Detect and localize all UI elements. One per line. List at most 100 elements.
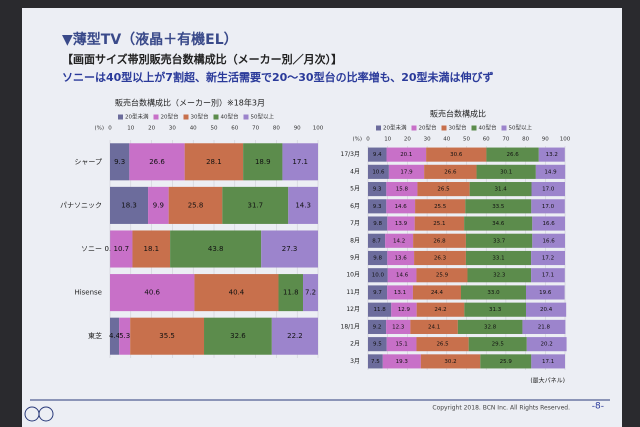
bar-segment <box>416 268 468 283</box>
x-tick-label: 20 <box>404 137 411 143</box>
bar-segment <box>194 274 279 312</box>
data-label: 17.1 <box>542 359 554 365</box>
note: (最大パネル) <box>530 377 565 385</box>
y-tick-label: シャープ <box>74 158 102 166</box>
heading: ▼薄型TV（液晶＋有機EL） <box>62 31 238 48</box>
bar-segment <box>288 186 318 224</box>
data-label: 26.6 <box>444 169 457 175</box>
bar-segment <box>426 147 487 162</box>
legend-swatch <box>213 114 219 120</box>
data-label: 17.0 <box>542 204 555 210</box>
data-label: 31.4 <box>494 187 507 193</box>
y-tick-label: 8月 <box>350 237 360 244</box>
data-label: 29.5 <box>492 342 505 348</box>
bar-segment <box>415 199 466 214</box>
data-label: 20.2 <box>541 342 553 348</box>
data-label: 32.3 <box>493 273 506 279</box>
bar-segment <box>535 164 566 179</box>
y-tick-label: 12月 <box>346 306 360 313</box>
y-tick-label: 17/3月 <box>341 151 360 158</box>
y-tick-label: 6月 <box>350 203 360 210</box>
bar-segment <box>457 319 523 334</box>
data-label: 11.8 <box>373 307 386 313</box>
data-label: 9.3 <box>373 204 382 210</box>
legend-label: 20型台 <box>419 124 437 132</box>
bar-segment <box>386 147 427 162</box>
y-tick-label: 東芝 <box>88 331 102 340</box>
bar-segment <box>538 147 565 162</box>
bar-segment <box>424 164 477 179</box>
bar-segment <box>110 186 149 224</box>
chart-title: 販売台数構成比（メーカー別）※18年3月 <box>115 98 265 108</box>
data-label: 11.8 <box>283 289 299 297</box>
bar-segment <box>531 182 565 197</box>
legend-label: 50型以上 <box>251 113 275 121</box>
data-label: 15.8 <box>396 187 409 193</box>
data-label: 9.8 <box>373 221 382 227</box>
legend-swatch <box>243 114 249 120</box>
data-label: 35.5 <box>159 332 175 340</box>
y-tick-label: 18/1月 <box>341 323 360 330</box>
headline: ソニーは40型以上が7割超、新生活需要で20～30型台の比率増も、20型未満は伸… <box>62 70 494 84</box>
data-label: 24.1 <box>428 324 440 330</box>
x-tick-label: 10 <box>127 126 134 132</box>
data-label: 33.7 <box>493 238 506 244</box>
data-label: 14.6 <box>396 273 409 279</box>
y-tick-label: 10月 <box>346 272 360 279</box>
bar-segment <box>368 199 387 214</box>
legend-swatch <box>441 125 447 131</box>
x-tick-label: 0 <box>108 126 112 132</box>
data-label: 28.1 <box>206 158 222 166</box>
data-label: 20.1 <box>400 152 412 158</box>
data-label: 13.1 <box>394 290 406 296</box>
bar-segment <box>526 337 567 352</box>
bar-segment <box>465 250 532 266</box>
data-label: 27.3 <box>282 245 298 253</box>
bar-segment <box>391 302 417 317</box>
data-label: 21.8 <box>538 324 551 330</box>
data-label: 17.2 <box>542 256 554 262</box>
data-label: 32.6 <box>230 332 246 340</box>
y-tick-label: ソニー <box>81 245 102 253</box>
data-label: 17.9 <box>400 169 413 175</box>
data-label: 10.7 <box>114 245 130 253</box>
bar-segment <box>420 354 481 369</box>
data-label: 24.4 <box>431 290 444 296</box>
data-label: 13.6 <box>395 256 408 262</box>
y-tick-label: 9月 <box>350 255 360 262</box>
bar-segment <box>110 230 133 268</box>
data-label: 9.9 <box>153 201 164 209</box>
data-label: 7.2 <box>305 289 316 297</box>
legend-label: 50型以上 <box>509 124 533 132</box>
bar-segment <box>468 337 527 352</box>
x-tick-label: 90 <box>294 126 301 132</box>
y-tick-label: 3月 <box>350 358 360 365</box>
bar-segment <box>416 302 465 317</box>
bar-segment <box>282 143 318 181</box>
x-tick-label: 80 <box>273 126 280 132</box>
data-label: 18.3 <box>121 201 137 209</box>
bar-segment <box>368 319 387 334</box>
bar-segment <box>531 354 565 369</box>
x-tick-label: 60 <box>483 137 490 143</box>
x-tick-label: 0 <box>366 137 370 143</box>
data-label: 26.5 <box>437 187 450 193</box>
bar-segment <box>464 302 526 317</box>
data-label: 17.1 <box>292 158 308 166</box>
data-label: 19.6 <box>539 290 552 296</box>
bar-segment <box>368 268 388 283</box>
y-tick-label: 11月 <box>346 289 360 296</box>
bar-segment <box>417 182 470 197</box>
data-label: 18.9 <box>255 158 271 166</box>
x-tick-label: 30 <box>424 137 431 143</box>
bar-segment <box>525 285 565 300</box>
data-label: 16.6 <box>543 238 556 244</box>
bar-segment <box>410 319 458 334</box>
bar-segment <box>412 285 461 300</box>
bar-segment <box>278 274 304 312</box>
legend-swatch <box>411 125 417 131</box>
data-label: 25.8 <box>188 201 204 209</box>
data-label: 30.1 <box>500 169 512 175</box>
data-label: 9.3 <box>114 158 125 166</box>
data-label: 31.3 <box>489 307 502 313</box>
